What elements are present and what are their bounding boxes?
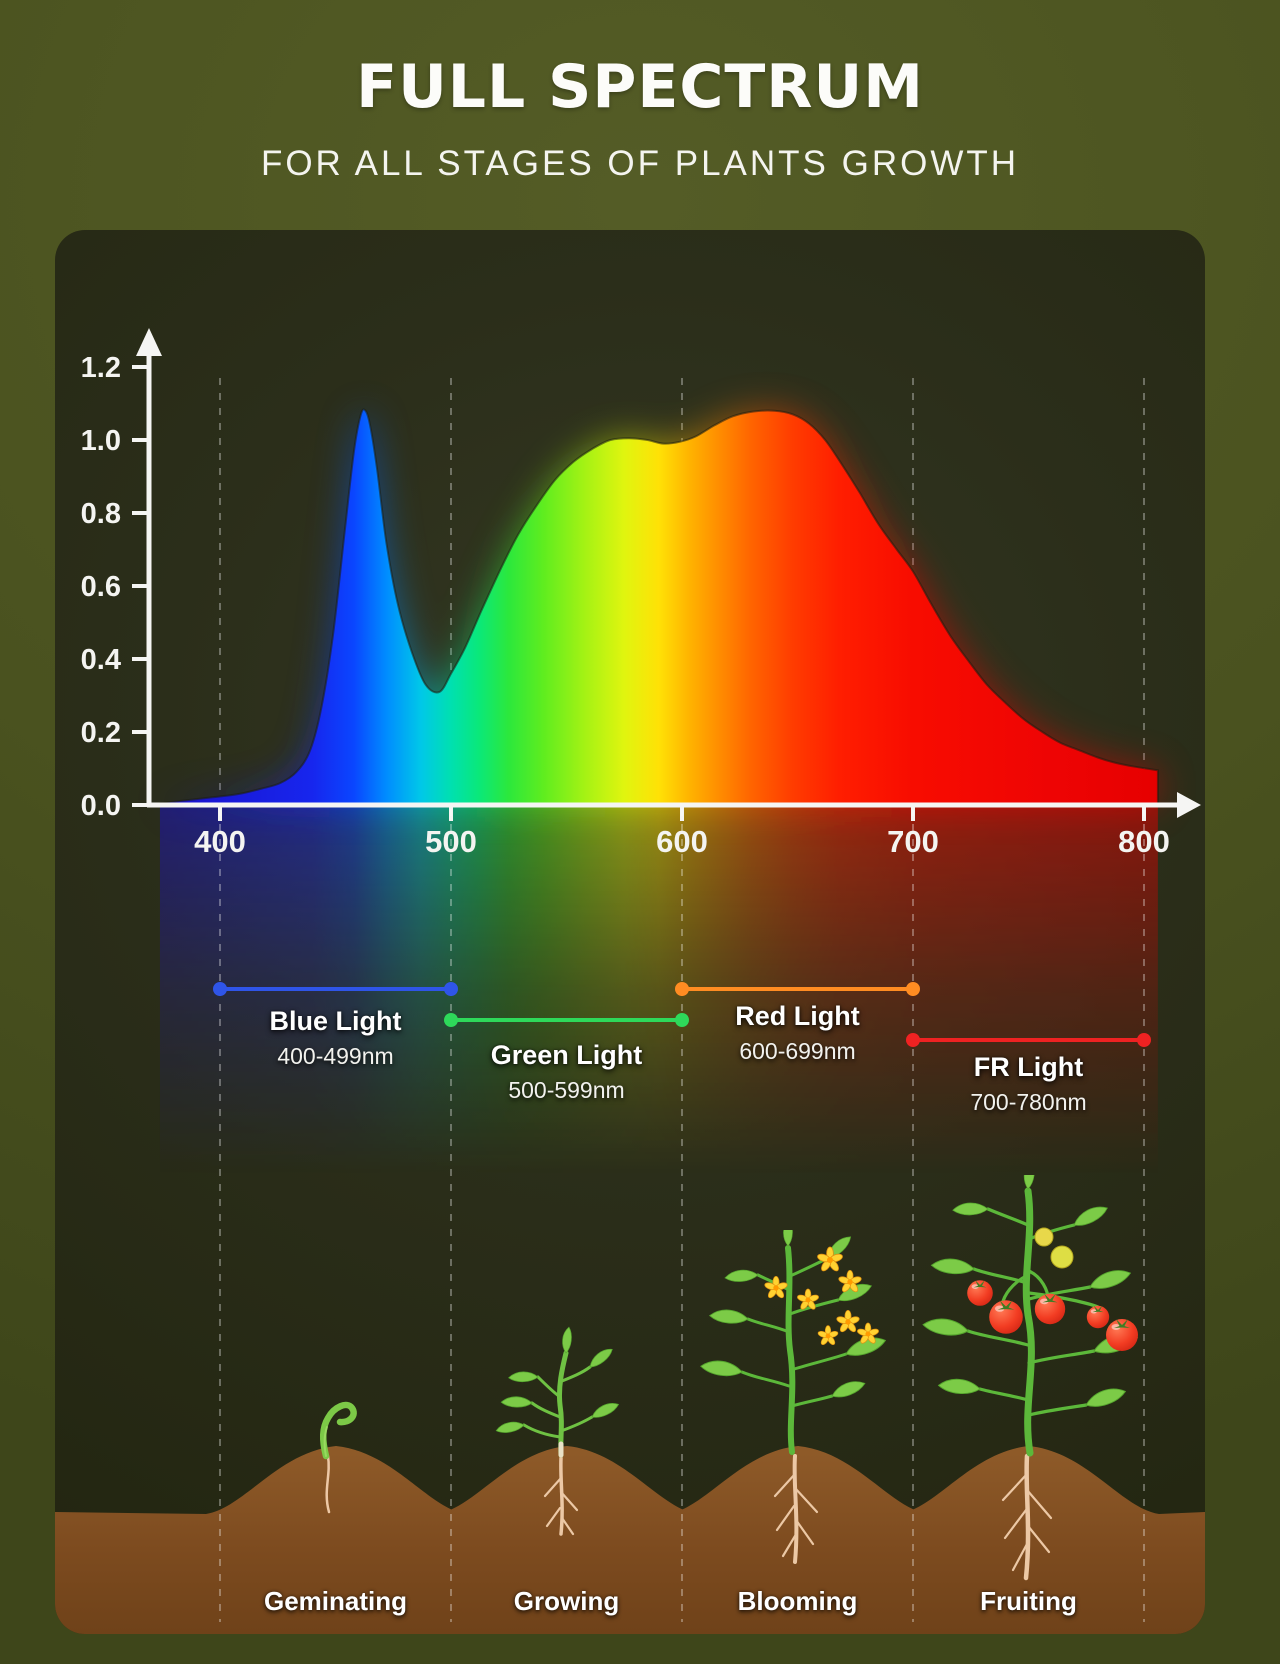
soil-illustration [55, 1446, 1205, 1634]
stage-label-blooming: Blooming [737, 1586, 858, 1616]
red-tomatoes [967, 1280, 1138, 1351]
stage-label-growing: Growing [513, 1586, 620, 1616]
band-label-green: Green Light 500-599nm [491, 1040, 643, 1104]
stage-label-germinating: Geminating [263, 1586, 408, 1616]
svg-text:0.0: 0.0 [81, 790, 121, 822]
plant-blooming [699, 1230, 888, 1455]
svg-text:400: 400 [194, 824, 246, 859]
svg-text:800: 800 [1118, 824, 1170, 859]
band-label-blue: Blue Light 400-499nm [270, 1006, 402, 1070]
band-name: Red Light [735, 1001, 860, 1031]
dashed-gridlines [219, 809, 1145, 1622]
svg-text:0.2: 0.2 [81, 717, 121, 749]
spectrum-chart: 0.0 0.2 0.4 0.6 0.8 1.0 1.2 400 500 600 700 800 [81, 328, 1201, 1175]
band-label-fr: FR Light 700-780nm [970, 1052, 1086, 1116]
band-name: FR Light [973, 1052, 1084, 1082]
svg-text:700: 700 [887, 824, 939, 859]
plant-growing-seedling [494, 1326, 621, 1458]
stage-label-fruiting: Fruiting [980, 1586, 1077, 1616]
plant-germinating-sprout [320, 1401, 357, 1460]
svg-text:0.8: 0.8 [81, 498, 121, 530]
svg-text:600: 600 [656, 824, 708, 859]
yellow-tomatoes [1034, 1227, 1074, 1269]
page-subtitle: FOR ALL STAGES OF PLANTS GROWTH [260, 144, 1020, 183]
band-range: 700-780nm [970, 1089, 1087, 1115]
band-label-red: Red Light 600-699nm [735, 1001, 859, 1065]
spectrum-panel: 0.0 0.2 0.4 0.6 0.8 1.0 1.2 400 500 600 700 800 Blu… [55, 230, 1205, 1634]
plant-fruiting-tomato [922, 1175, 1139, 1457]
band-name: Blue Light [269, 1006, 402, 1036]
band-name: Green Light [490, 1040, 643, 1070]
band-range: 400-499nm [277, 1043, 394, 1069]
band-range: 600-699nm [739, 1038, 856, 1064]
svg-text:0.4: 0.4 [81, 644, 121, 676]
band-range: 500-599nm [508, 1077, 625, 1103]
svg-text:1.2: 1.2 [81, 352, 121, 384]
svg-text:0.6: 0.6 [81, 571, 121, 603]
band-lines [213, 982, 1151, 1047]
page-title: FULL SPECTRUM [356, 52, 924, 122]
svg-text:500: 500 [425, 824, 477, 859]
svg-text:1.0: 1.0 [81, 425, 121, 457]
header: FULL SPECTRUM FOR ALL STAGES OF PLANTS G… [0, 0, 1280, 184]
